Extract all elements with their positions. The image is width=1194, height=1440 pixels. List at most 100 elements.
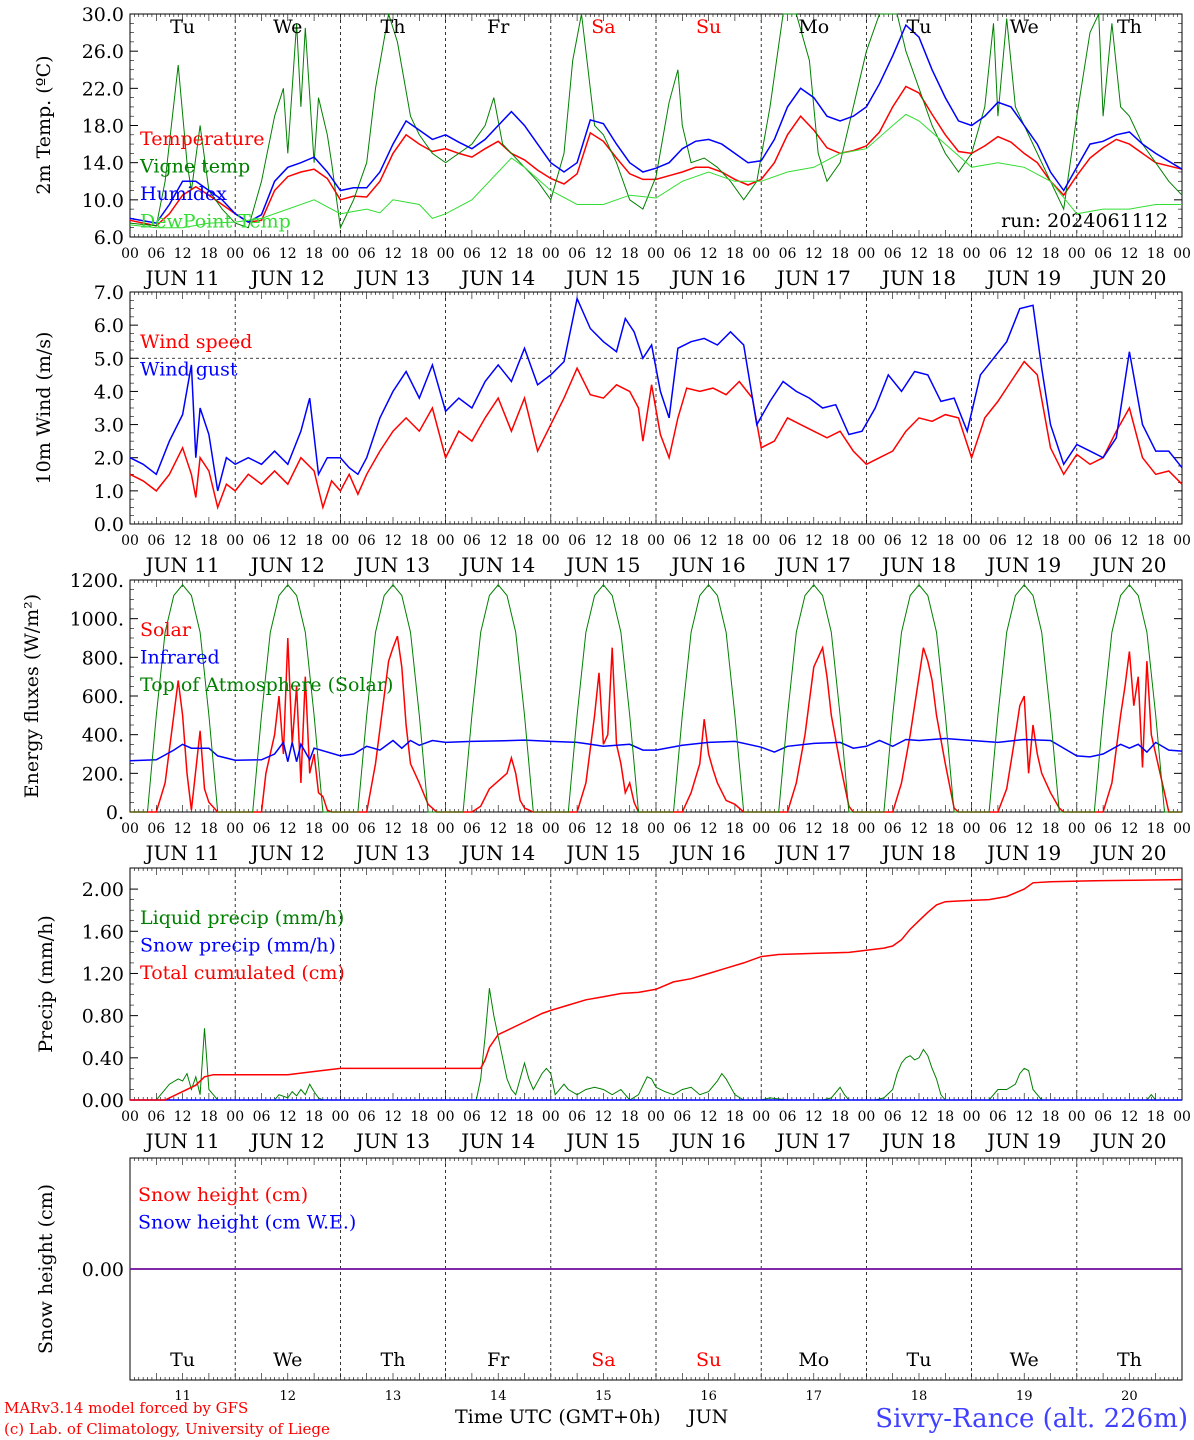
temp-legend-entry: Vigne temp — [139, 156, 250, 178]
snow-weekday-label: Th — [1117, 1349, 1142, 1371]
temp-hour-tick-label: 12 — [279, 246, 297, 262]
temp-hour-tick-label: 00 — [437, 246, 455, 262]
temp-hour-tick-label: 12 — [594, 246, 612, 262]
temp-date-label: JUN 13 — [354, 266, 430, 290]
energy-date-label: JUN 11 — [144, 841, 220, 865]
precip-hour-tick-label: 18 — [1042, 1109, 1060, 1125]
energy-y-tick-label: 800. — [82, 647, 124, 669]
precip-y-tick-label: 0.80 — [82, 1006, 124, 1028]
temp-hour-tick-label: 18 — [726, 246, 744, 262]
wind-hour-tick-label: 18 — [200, 533, 218, 549]
temp-hour-tick-label: 06 — [358, 246, 376, 262]
energy-hour-tick-label: 12 — [700, 821, 718, 837]
energy-hour-tick-label: 00 — [752, 821, 770, 837]
temp-series-blue — [129, 23, 1183, 224]
energy-date-label: JUN 17 — [775, 841, 851, 865]
energy-hour-tick-label: 00 — [1173, 821, 1191, 837]
wind-date-label: JUN 19 — [985, 553, 1061, 577]
temp-hour-tick-label: 12 — [174, 246, 192, 262]
energy-hour-tick-label: 06 — [1094, 821, 1112, 837]
temp-hour-tick-label: 12 — [489, 246, 507, 262]
wind-hour-tick-label: 12 — [700, 533, 718, 549]
snow-weekday-label: Mo — [798, 1349, 829, 1371]
precip-y-tick-label: 2.00 — [82, 879, 124, 901]
precip-hour-tick-label: 18 — [726, 1109, 744, 1125]
snow-day-number: 12 — [280, 1389, 297, 1404]
precip-y-tick-label: 1.60 — [82, 921, 124, 943]
energy-y-tick-label: 1000. — [70, 609, 124, 631]
energy-y-axis-label: Energy fluxes (W/m²) — [21, 594, 43, 798]
temp-y-tick-label: 26.0 — [82, 41, 124, 63]
precip-hour-tick-label: 12 — [805, 1109, 823, 1125]
precip-hour-tick-label: 06 — [358, 1109, 376, 1125]
temp-date-label: JUN 12 — [249, 266, 325, 290]
precip-hour-tick-label: 00 — [226, 1109, 244, 1125]
wind-hour-tick-label: 06 — [779, 533, 797, 549]
energy-date-label: JUN 15 — [564, 841, 640, 865]
energy-hour-tick-label: 18 — [410, 821, 428, 837]
temp-series-red — [129, 85, 1183, 227]
temp-hour-tick-label: 00 — [226, 246, 244, 262]
credit-line-2: (c) Lab. of Climatology, University of L… — [4, 1420, 330, 1438]
energy-series-blue — [129, 737, 1183, 762]
energy-date-label: JUN 12 — [249, 841, 325, 865]
temp-series-green — [129, 13, 1183, 230]
precip-date-label: JUN 20 — [1090, 1129, 1166, 1153]
snow-weekday-label: Sa — [591, 1349, 615, 1371]
wind-series-blue — [129, 296, 1183, 492]
temp-hour-tick-label: 12 — [700, 246, 718, 262]
wind-hour-tick-label: 00 — [857, 533, 875, 549]
snow-weekday-label: Tu — [907, 1349, 932, 1371]
temp-hour-tick-label: 00 — [963, 246, 981, 262]
precip-hour-tick-label: 00 — [963, 1109, 981, 1125]
temp-weekday-label: Tu — [907, 16, 932, 38]
wind-y-tick-label: 2.0 — [94, 448, 124, 470]
snow-day-number: 18 — [911, 1389, 928, 1404]
wind-legend-entry: Wind gust — [140, 359, 238, 381]
temp-weekday-label: Th — [381, 16, 406, 38]
temp-y-tick-label: 10.0 — [82, 190, 124, 212]
station-label: Sivry-Rance (alt. 226m) — [875, 1404, 1188, 1434]
energy-hour-tick-label: 00 — [963, 821, 981, 837]
energy-y-tick-label: 0. — [106, 802, 124, 824]
energy-y-tick-label: 1200. — [70, 570, 124, 592]
wind-date-label: JUN 15 — [564, 553, 640, 577]
temp-hour-tick-label: 06 — [1094, 246, 1112, 262]
temp-hour-tick-label: 06 — [884, 246, 902, 262]
temp-hour-tick-label: 18 — [305, 246, 323, 262]
snow-day-number: 17 — [806, 1389, 823, 1404]
temp-hour-tick-label: 06 — [147, 246, 165, 262]
snow-weekday-label: Fr — [487, 1349, 510, 1371]
precip-hour-tick-label: 12 — [174, 1109, 192, 1125]
temp-hour-tick-label: 00 — [752, 246, 770, 262]
temp-date-label: JUN 15 — [564, 266, 640, 290]
precip-hour-tick-label: 18 — [1147, 1109, 1165, 1125]
precip-y-axis-label: Precip (mm/h) — [35, 915, 57, 1053]
precip-hour-tick-label: 12 — [279, 1109, 297, 1125]
temp-weekday-label: Mo — [798, 16, 829, 38]
precip-y-tick-label: 0.00 — [82, 1090, 124, 1112]
wind-hour-tick-label: 06 — [253, 533, 271, 549]
wind-y-tick-label: 6.0 — [94, 315, 124, 337]
snow-panel: 0.00 Snow height (cm) Snow height (cm) Snow… — [35, 1157, 1183, 1404]
precip-y-tick-label: 0.40 — [82, 1048, 124, 1070]
energy-hour-tick-label: 18 — [516, 821, 534, 837]
precip-date-label: JUN 12 — [249, 1129, 325, 1153]
wind-hour-tick-label: 12 — [489, 533, 507, 549]
energy-hour-tick-label: 00 — [857, 821, 875, 837]
temp-legend-entry: Humidex — [140, 183, 227, 205]
energy-legend-entry: Infrared — [140, 647, 220, 669]
temp-hour-tick-label: 12 — [805, 246, 823, 262]
precip-legend-entry: Liquid precip (mm/h) — [140, 907, 344, 929]
wind-date-label: JUN 11 — [144, 553, 220, 577]
wind-hour-tick-label: 00 — [647, 533, 665, 549]
energy-hour-tick-label: 12 — [1015, 821, 1033, 837]
temp-hour-tick-label: 12 — [1120, 246, 1138, 262]
temp-hour-tick-label: 12 — [1015, 246, 1033, 262]
energy-date-label: JUN 13 — [354, 841, 430, 865]
energy-hour-tick-label: 00 — [226, 821, 244, 837]
wind-hour-tick-label: 18 — [410, 533, 428, 549]
precip-date-label: JUN 15 — [564, 1129, 640, 1153]
energy-hour-tick-label: 06 — [358, 821, 376, 837]
temp-legend-entry: DewPoint Temp — [140, 211, 291, 233]
